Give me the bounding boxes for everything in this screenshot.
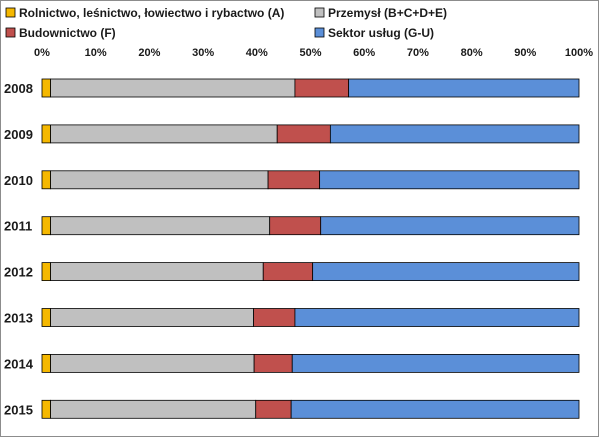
bar-2015-series-3 <box>290 399 580 419</box>
bar-2008-series-1 <box>50 78 296 98</box>
bar-2009-series-3 <box>329 124 580 144</box>
bar-2010-series-2 <box>267 170 321 190</box>
bar-2011-series-1 <box>50 216 271 236</box>
x-tick-label-7: 70% <box>407 47 429 59</box>
category-label-2010: 2010 <box>4 173 33 188</box>
bar-2010-series-1 <box>50 170 269 190</box>
bar-2008-series-2 <box>294 78 350 98</box>
category-labels: 2008 2009 2010 2011 2012 2013 2014 2015 <box>4 81 34 417</box>
x-tick-label-10: 100% <box>565 47 593 59</box>
bar-2013-series-0 <box>41 308 51 327</box>
bar-2014-series-2 <box>253 353 293 373</box>
x-tick-label-9: 90% <box>514 47 536 59</box>
category-label-2015: 2015 <box>4 402 33 417</box>
category-label-2011: 2011 <box>4 219 32 234</box>
x-tick-label-3: 30% <box>192 47 214 59</box>
bar-2015-series-0 <box>41 399 51 419</box>
bar-2014-series-3 <box>291 353 580 373</box>
bar-2011-series-0 <box>41 216 51 236</box>
bar-2013-series-3 <box>294 308 580 327</box>
bar-2012-series-0 <box>41 262 51 282</box>
x-tick-label-4: 40% <box>246 47 268 59</box>
x-tick-label-1: 10% <box>85 47 107 59</box>
x-tick-label-2: 20% <box>138 47 160 59</box>
bar-2015-series-2 <box>255 399 292 419</box>
bar-2013-series-1 <box>50 308 254 327</box>
legend-label-3: Sektor usług (G-U) <box>328 26 434 40</box>
bar-2011-series-3 <box>320 216 580 236</box>
legend-swatch-3 <box>314 27 325 38</box>
x-tick-label-5: 50% <box>299 47 321 59</box>
bar-2013-series-2 <box>253 308 296 327</box>
x-axis-ticks: 0% 10% 20% 30% 40% 50% 60% 70% 80% 90% 100% <box>34 47 593 59</box>
bar-2014-series-0 <box>41 353 51 373</box>
category-label-2009: 2009 <box>4 127 33 142</box>
category-label-2012: 2012 <box>4 265 33 280</box>
x-tick-label-0: 0% <box>34 47 50 59</box>
bar-2010-series-3 <box>319 170 580 190</box>
bar-2008-series-3 <box>348 78 580 98</box>
bar-2014-series-1 <box>50 353 255 373</box>
x-tick-label-6: 60% <box>353 47 375 59</box>
bar-2012-series-2 <box>262 262 314 282</box>
legend: Rolnictwo, leśnictwo, łowiectwo i rybact… <box>5 6 447 40</box>
bar-2009-series-1 <box>50 124 278 144</box>
legend-swatch-1 <box>314 7 325 18</box>
category-label-2013: 2013 <box>4 311 33 326</box>
legend-swatch-0 <box>5 7 16 18</box>
bars <box>41 78 580 419</box>
legend-label-2: Budownictwo (F) <box>19 26 116 40</box>
bar-2010-series-0 <box>41 170 51 190</box>
legend-swatch-2 <box>5 27 16 38</box>
bar-2009-series-0 <box>41 124 51 144</box>
category-label-2008: 2008 <box>4 81 33 96</box>
bar-2012-series-1 <box>50 262 264 282</box>
x-tick-label-8: 80% <box>461 47 483 59</box>
legend-label-1: Przemysł (B+C+D+E) <box>328 6 447 20</box>
category-label-2014: 2014 <box>4 356 34 371</box>
bar-2015-series-1 <box>50 399 257 419</box>
bar-2012-series-3 <box>312 262 580 282</box>
legend-label-0: Rolnictwo, leśnictwo, łowiectwo i rybact… <box>19 6 284 20</box>
bar-2011-series-2 <box>269 216 322 236</box>
bar-2009-series-2 <box>276 124 331 144</box>
bar-2008-series-0 <box>41 78 51 98</box>
